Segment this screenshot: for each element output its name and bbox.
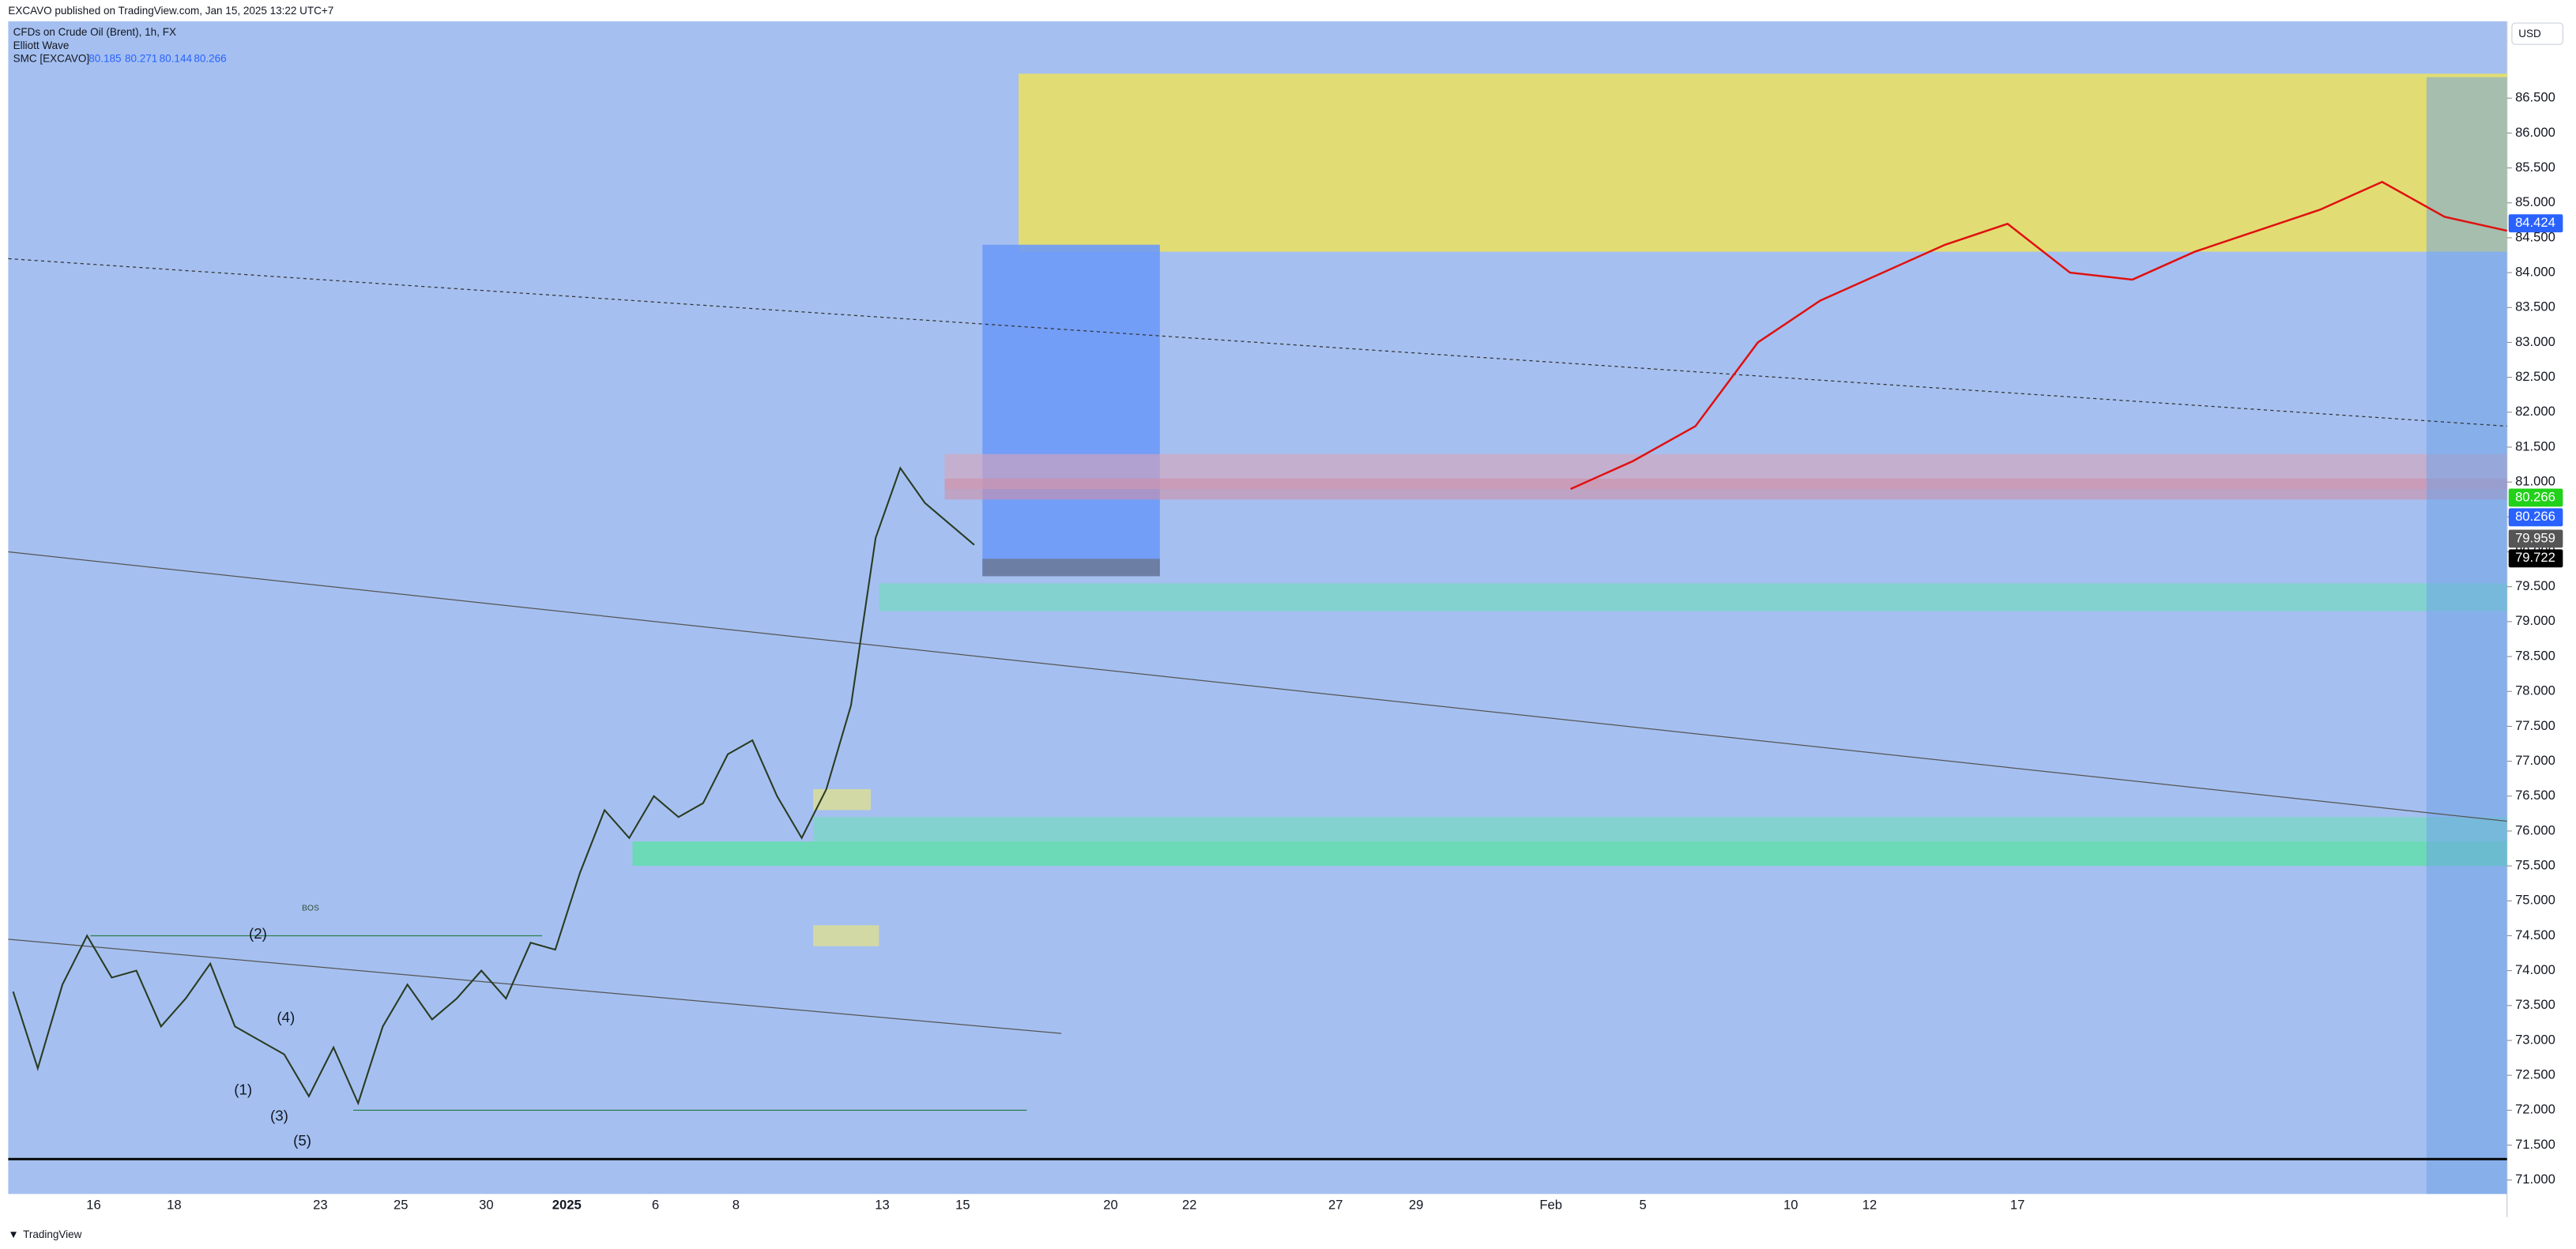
y-tick-label: 71.000 xyxy=(2515,1172,2555,1187)
y-tick-label: 74.000 xyxy=(2515,962,2555,977)
currency-button[interactable] xyxy=(2511,22,2563,45)
zone xyxy=(1019,73,2507,252)
y-tick-label: 77.000 xyxy=(2515,753,2555,768)
indicator-value: 80.144 xyxy=(160,52,193,64)
zone xyxy=(813,817,2507,842)
x-tick-label: 8 xyxy=(733,1197,740,1212)
x-tick-label: 5 xyxy=(1639,1197,1646,1212)
y-tick-label: 81.500 xyxy=(2515,438,2555,453)
wave-label: (5) xyxy=(293,1132,311,1149)
indicator: Elliott Wave xyxy=(13,40,70,51)
indicator-value: 80.271 xyxy=(125,52,157,64)
zone xyxy=(813,925,879,946)
currency[interactable]: USD xyxy=(2518,28,2541,40)
indicator: SMC [EXCAVO] xyxy=(13,52,90,64)
trend-line xyxy=(8,551,2507,822)
price-badge xyxy=(2508,214,2563,233)
x-tick-label: 23 xyxy=(313,1197,328,1212)
indicator-value: 80.185 xyxy=(89,52,121,64)
wave-label: (2) xyxy=(249,925,267,942)
y-tick-label: 73.000 xyxy=(2515,1032,2555,1047)
x-tick-label: 16 xyxy=(86,1197,101,1212)
x-tick-label: 17 xyxy=(2010,1197,2025,1212)
y-tick-label: 82.000 xyxy=(2515,404,2555,419)
price-badge-label: 79.722 xyxy=(2515,550,2555,565)
x-tick-label: 2025 xyxy=(552,1197,582,1212)
x-tick-label: 18 xyxy=(167,1197,182,1212)
x-tick-label: 25 xyxy=(394,1197,409,1212)
y-tick-label: 82.500 xyxy=(2515,369,2555,384)
y-tick-label: 77.500 xyxy=(2515,718,2555,733)
projection-column xyxy=(2426,77,2507,1194)
zone xyxy=(944,478,2507,500)
y-tick-label: 85.500 xyxy=(2515,160,2555,175)
x-tick-label: Feb xyxy=(1539,1197,1562,1212)
y-tick-label: 85.000 xyxy=(2515,194,2555,209)
indicator-value: 80.266 xyxy=(194,52,226,64)
y-tick-label: 74.500 xyxy=(2515,927,2555,942)
y-tick-label: 78.500 xyxy=(2515,648,2555,663)
y-tick-label: 79.000 xyxy=(2515,613,2555,628)
wave-label: BOS xyxy=(302,904,319,912)
y-tick-label: 76.000 xyxy=(2515,822,2555,837)
zone xyxy=(879,583,2507,611)
zone xyxy=(632,841,2507,867)
x-tick-label: 12 xyxy=(1862,1197,1877,1212)
tv-logo: ▼ xyxy=(8,1228,18,1240)
symbol: CFDs on Crude Oil (Brent), 1h, FX xyxy=(13,26,176,38)
forecast-line xyxy=(1570,180,2507,491)
price-badge-label: 79.959 xyxy=(2515,530,2555,545)
footer: TradingView xyxy=(23,1228,82,1240)
y-tick-label: 71.500 xyxy=(2515,1137,2555,1152)
x-tick-label: 30 xyxy=(479,1197,494,1212)
price-badge xyxy=(2508,529,2563,548)
x-tick-label: 15 xyxy=(955,1197,970,1212)
wave-label: (4) xyxy=(277,1009,295,1025)
x-tick-label: 10 xyxy=(1783,1197,1798,1212)
price-badge-label: 84.424 xyxy=(2515,215,2555,230)
y-tick-label: 84.500 xyxy=(2515,229,2555,244)
zone xyxy=(982,559,1160,577)
y-tick-label: 83.500 xyxy=(2515,299,2555,314)
zone xyxy=(982,244,1160,577)
published: EXCAVO published on TradingView.com, Jan… xyxy=(8,5,333,17)
price-badge-label: 80.266 xyxy=(2515,509,2555,524)
price-badge xyxy=(2508,549,2563,568)
y-tick-label: 79.500 xyxy=(2515,578,2555,593)
zone xyxy=(813,788,871,811)
trend-line xyxy=(8,939,1062,1034)
y-tick-label: 83.000 xyxy=(2515,334,2555,349)
price-badge xyxy=(2508,508,2563,527)
x-tick-label: 29 xyxy=(1409,1197,1424,1212)
y-tick-label: 73.500 xyxy=(2515,997,2555,1012)
x-tick-label: 22 xyxy=(1182,1197,1197,1212)
y-tick-label: 75.500 xyxy=(2515,857,2555,872)
wave-label: (3) xyxy=(270,1108,288,1124)
y-tick-label: 81.000 xyxy=(2515,474,2555,489)
price-line xyxy=(12,466,975,1106)
wave-label: (1) xyxy=(234,1081,252,1097)
y-tick-label: 86.500 xyxy=(2515,90,2555,105)
y-tick-label: 86.000 xyxy=(2515,125,2555,140)
y-tick-label: 78.000 xyxy=(2515,683,2555,698)
price-badge-label: 80.266 xyxy=(2515,489,2555,504)
y-tick-label: 75.000 xyxy=(2515,893,2555,908)
y-tick-label: 84.000 xyxy=(2515,264,2555,279)
x-tick-label: 13 xyxy=(875,1197,890,1212)
x-tick-label: 20 xyxy=(1103,1197,1118,1212)
y-tick-label: 72.000 xyxy=(2515,1102,2555,1117)
x-tick-label: 27 xyxy=(1328,1197,1343,1212)
price-badge xyxy=(2508,488,2563,507)
y-tick-label: 76.500 xyxy=(2515,788,2555,803)
y-tick-label: 72.500 xyxy=(2515,1067,2555,1082)
x-tick-label: 6 xyxy=(652,1197,659,1212)
